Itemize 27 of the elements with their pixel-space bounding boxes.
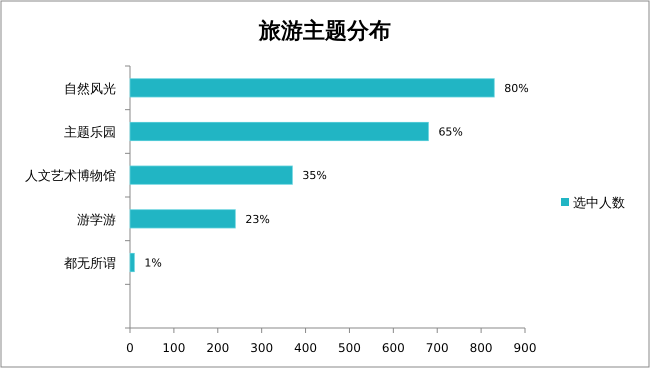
bar [130, 252, 135, 272]
x-tick-label: 0 [126, 341, 134, 355]
y-tick-label: 人文艺术博物馆 [25, 169, 116, 184]
x-tick-label: 200 [206, 341, 230, 355]
x-tick-label: 400 [294, 341, 318, 355]
y-tick-label: 都无所谓 [64, 256, 116, 272]
y-tick-label: 主题乐园 [64, 124, 116, 140]
x-tick-label: 300 [250, 341, 274, 355]
x-tick-label: 700 [426, 341, 449, 355]
x-tick-label: 100 [162, 341, 186, 355]
annotation: 80% [504, 82, 529, 95]
bar [130, 166, 293, 185]
bar [130, 122, 429, 142]
x-tick-label: 900 [514, 341, 536, 355]
annotation: 65% [438, 126, 463, 138]
x-tick-label: 800 [470, 341, 493, 355]
x-tick-label: 600 [382, 341, 405, 355]
annotation: 23% [245, 212, 270, 226]
chart-title: 旅游主题分布 [258, 18, 391, 44]
legend-label: 选中人数 [573, 196, 625, 211]
y-tick-label: 自然风光 [64, 82, 116, 97]
y-tick-label: 游学游 [77, 212, 116, 228]
bar [130, 209, 236, 228]
x-tick-label: 500 [338, 341, 361, 355]
annotation: 35% [302, 169, 327, 182]
bar [130, 78, 495, 98]
annotation: 1% [144, 256, 162, 270]
